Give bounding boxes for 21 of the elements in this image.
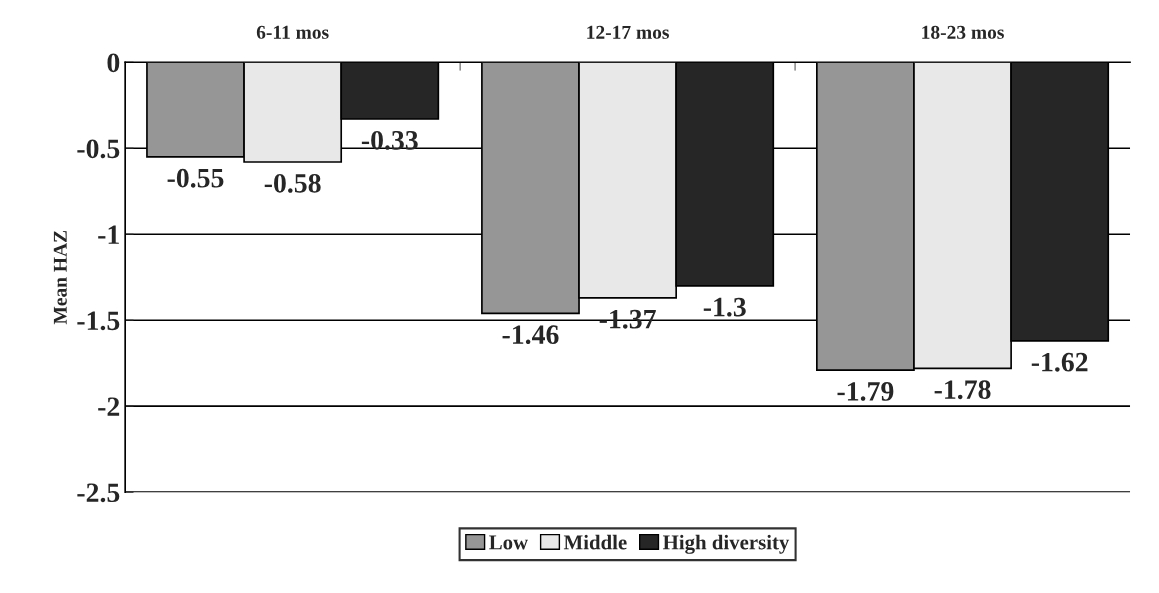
data-label: -1.78	[934, 380, 991, 400]
data-label: -1.62	[1031, 352, 1088, 372]
x-tick-label: 12-17 mos	[587, 25, 669, 39]
y-tick-label: -1.5	[77, 311, 120, 331]
legend-label: Middle	[563, 534, 627, 550]
data-label: -0.33	[361, 130, 418, 150]
data-label: -1.3	[703, 297, 746, 317]
legend-label: Low	[489, 535, 529, 550]
data-label: -0.55	[167, 168, 224, 188]
y-tick-label: -2	[98, 397, 120, 416]
x-tick-label: 6-11 mos	[256, 25, 329, 39]
data-label: -0.58	[264, 173, 321, 193]
y-tick-label: -2.5	[77, 483, 120, 503]
y-tick-label: 0	[107, 53, 120, 73]
x-tick-label: 18-23 mos	[922, 25, 1004, 39]
y-tick-label: -1	[98, 225, 119, 244]
data-label: -1.46	[502, 325, 559, 345]
legend-label: High diversity	[662, 534, 790, 554]
y-axis-title: Mean HAZ	[53, 230, 67, 325]
y-tick-label: -0.5	[77, 139, 120, 159]
data-label: -1.79	[837, 382, 894, 401]
